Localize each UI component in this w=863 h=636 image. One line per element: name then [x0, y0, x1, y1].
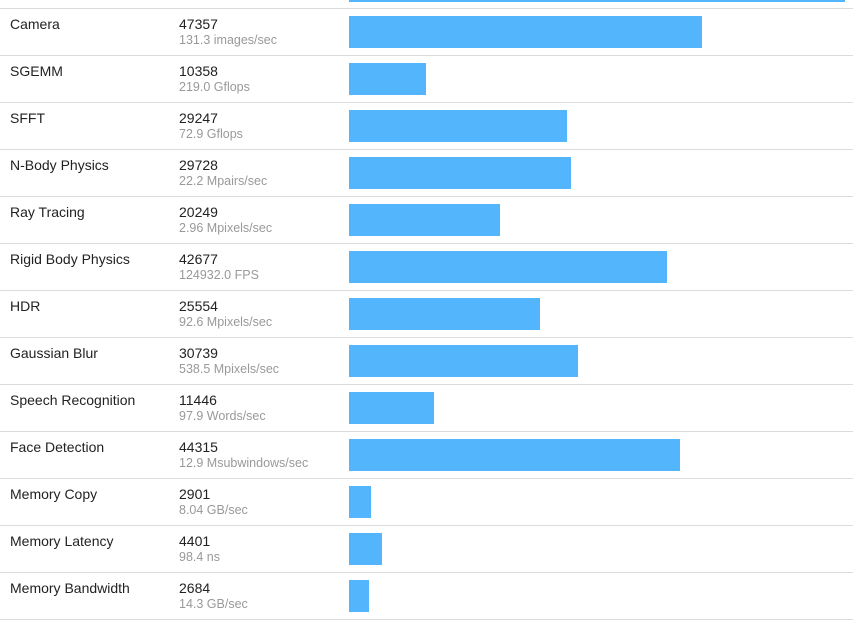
benchmark-row: Rigid Body Physics 42677 124932.0 FPS — [0, 244, 853, 291]
previous-row-fragment — [0, 0, 853, 8]
score-bar — [349, 157, 571, 189]
benchmark-row: Memory Copy 2901 8.04 GB/sec — [0, 479, 853, 526]
benchmark-results-table: Camera 47357 131.3 images/sec SGEMM 10358 219… — [0, 9, 853, 620]
benchmark-score: 10358 — [179, 63, 218, 79]
benchmark-name: HDR — [10, 298, 41, 314]
benchmark-rate: 22.2 Mpairs/sec — [179, 174, 268, 188]
benchmark-name: Speech Recognition — [10, 392, 136, 408]
benchmark-name: Memory Latency — [10, 533, 114, 549]
score-bar — [349, 580, 369, 612]
benchmark-score: 44315 — [179, 439, 218, 455]
benchmark-score: 47357 — [179, 16, 218, 32]
benchmark-name: Camera — [10, 16, 60, 32]
benchmark-score: 42677 — [179, 251, 218, 267]
score-bar — [349, 63, 426, 95]
benchmark-score: 4401 — [179, 533, 211, 549]
benchmark-rate: 219.0 Gflops — [179, 80, 250, 94]
benchmark-score: 30739 — [179, 345, 218, 361]
benchmark-row: Face Detection 44315 12.9 Msubwindows/sec — [0, 432, 853, 479]
benchmark-name: N-Body Physics — [10, 157, 109, 173]
benchmark-row: Memory Bandwidth 2684 14.3 GB/sec — [0, 573, 853, 620]
benchmark-row: Camera 47357 131.3 images/sec — [0, 9, 853, 56]
benchmark-rate: 124932.0 FPS — [179, 268, 259, 282]
benchmark-score: 25554 — [179, 298, 218, 314]
benchmark-row: Memory Latency 4401 98.4 ns — [0, 526, 853, 573]
benchmark-row: SFFT 29247 72.9 Gflops — [0, 103, 853, 150]
benchmark-score: 11446 — [179, 392, 217, 408]
benchmark-row: Ray Tracing 20249 2.96 Mpixels/sec — [0, 197, 853, 244]
benchmark-name: SGEMM — [10, 63, 63, 79]
benchmark-rate: 14.3 GB/sec — [179, 597, 248, 611]
benchmark-score: 2684 — [179, 580, 211, 596]
score-bar — [349, 251, 667, 283]
score-bar — [349, 392, 434, 424]
benchmark-rate: 131.3 images/sec — [179, 33, 277, 47]
benchmark-rate: 12.9 Msubwindows/sec — [179, 456, 309, 470]
benchmark-row: HDR 25554 92.6 Mpixels/sec — [0, 291, 853, 338]
benchmark-name: Rigid Body Physics — [10, 251, 130, 267]
benchmark-row: Gaussian Blur 30739 538.5 Mpixels/sec — [0, 338, 853, 385]
row-divider — [0, 8, 853, 9]
benchmark-rate: 538.5 Mpixels/sec — [179, 362, 280, 376]
benchmark-rate: 98.4 ns — [179, 550, 221, 564]
benchmark-row: N-Body Physics 29728 22.2 Mpairs/sec — [0, 150, 853, 197]
benchmark-name: Gaussian Blur — [10, 345, 98, 361]
previous-score-bar — [349, 0, 845, 2]
benchmark-rate: 97.9 Words/sec — [179, 409, 266, 423]
score-bar — [349, 345, 578, 377]
benchmark-score: 20249 — [179, 204, 218, 220]
benchmark-score: 29247 — [179, 110, 218, 126]
score-bar — [349, 439, 680, 471]
benchmark-rate: 92.6 Mpixels/sec — [179, 315, 273, 329]
benchmark-name: Memory Copy — [10, 486, 98, 502]
score-bar — [349, 204, 500, 236]
benchmark-rate: 72.9 Gflops — [179, 127, 243, 141]
score-bar — [349, 110, 567, 142]
benchmark-rate: 2.96 Mpixels/sec — [179, 221, 273, 235]
score-bar — [349, 486, 371, 518]
benchmark-score: 29728 — [179, 157, 218, 173]
score-bar — [349, 298, 540, 330]
benchmark-name: Ray Tracing — [10, 204, 85, 220]
benchmark-score: 2901 — [179, 486, 211, 502]
benchmark-row: SGEMM 10358 219.0 Gflops — [0, 56, 853, 103]
benchmark-name: SFFT — [10, 110, 45, 126]
score-bar — [349, 533, 382, 565]
benchmark-name: Face Detection — [10, 439, 105, 455]
benchmark-row: Speech Recognition 11446 97.9 Words/sec — [0, 385, 853, 432]
benchmark-rate: 8.04 GB/sec — [179, 503, 248, 517]
benchmark-name: Memory Bandwidth — [10, 580, 130, 596]
score-bar — [349, 16, 702, 48]
